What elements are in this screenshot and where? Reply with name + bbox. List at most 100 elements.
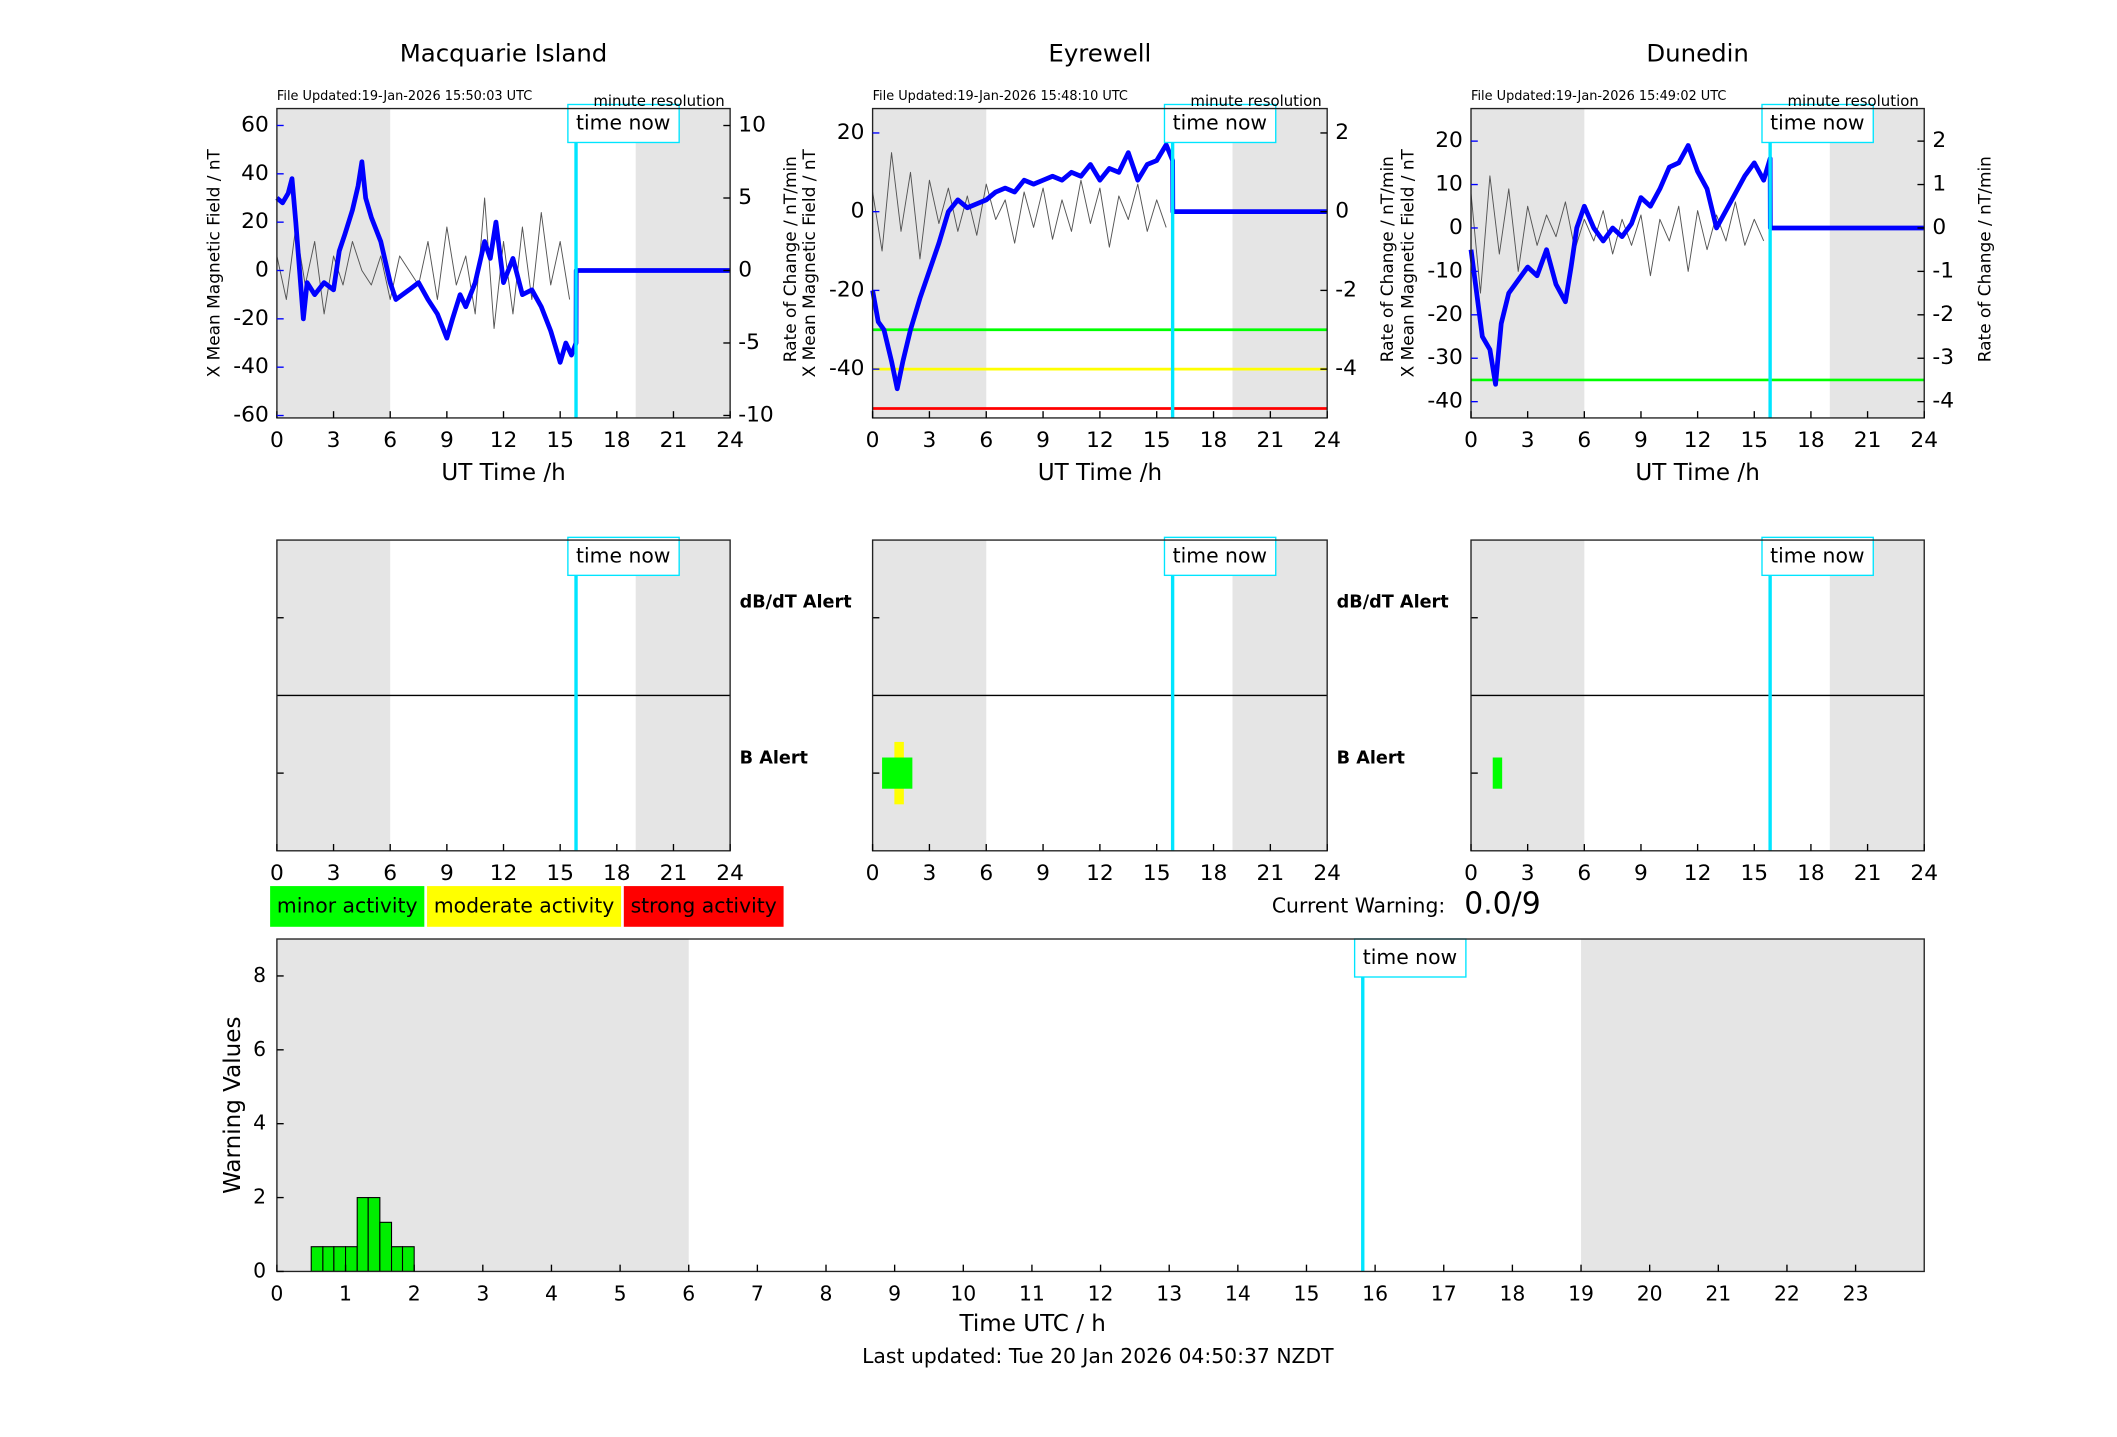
x-tick-label: 20 <box>1637 1282 1663 1306</box>
x-tick-label: 7 <box>751 1282 764 1306</box>
x-tick-label: 18 <box>603 861 631 886</box>
x-tick-label: 12 <box>490 861 518 886</box>
file-updated: File Updated:19-Jan-2026 15:48:10 UTC <box>873 89 1128 104</box>
row-label: dB/dT Alert <box>1337 592 1450 612</box>
x-tick-label: 24 <box>1910 428 1938 453</box>
x-tick-label: 15 <box>1143 428 1171 453</box>
time-now-box <box>1163 536 1277 577</box>
y2-axis-label: Rate of Change / nT/min <box>1377 156 1397 362</box>
y-tick-label: 20 <box>837 120 865 145</box>
y-axis-label: X Mean Magnetic Field / nT <box>1398 148 1418 377</box>
x-tick-label: 3 <box>476 1282 489 1306</box>
time-now-label: time now <box>1770 543 1864 567</box>
x-tick-label: 0 <box>270 861 284 886</box>
x-tick-label: 10 <box>950 1282 976 1306</box>
current-warning-value: 0.0/9 <box>1464 887 1541 922</box>
night-shading <box>1829 108 1925 418</box>
y-tick-label: 60 <box>241 112 269 137</box>
y2-tick-label: -4 <box>1932 389 1954 414</box>
legend-item: moderate activity <box>427 886 622 927</box>
x-axis-label: UT Time /h <box>1038 460 1162 486</box>
rate-line <box>872 152 1167 260</box>
resolution-note: minute resolution <box>1190 92 1321 110</box>
x-tick-label: 0 <box>866 428 880 453</box>
chart-title: Eyrewell <box>1048 38 1151 67</box>
x-tick-label: 12 <box>1684 861 1712 886</box>
y-tick-label: -20 <box>829 277 864 302</box>
y-axis-label: X Mean Magnetic Field / nT <box>799 148 819 377</box>
y2-tick-label: 10 <box>738 113 766 138</box>
night-shading <box>1232 108 1328 418</box>
time-now-box <box>567 536 680 577</box>
y-tick-label: -30 <box>1427 345 1462 370</box>
time-now-box <box>1761 536 1874 577</box>
x-tick-label: 24 <box>716 428 744 453</box>
x-tick-label: 0 <box>270 428 284 453</box>
y2-tick-label: 5 <box>738 185 752 210</box>
y-tick-label: -20 <box>233 306 268 331</box>
x-axis-label: UT Time /h <box>441 460 565 486</box>
y2-tick-label: 0 <box>1932 215 1946 240</box>
file-updated: File Updated:19-Jan-2026 15:49:02 UTC <box>1471 89 1726 104</box>
night-shading <box>872 108 987 418</box>
warning-bar <box>310 1246 324 1272</box>
time-now-label: time now <box>1363 945 1457 969</box>
x-tick-label: 9 <box>1634 428 1648 453</box>
x-tick-label: 3 <box>1521 861 1535 886</box>
x-tick-label: 18 <box>1499 1282 1525 1306</box>
x-axis-label: Time UTC / h <box>958 1311 1105 1337</box>
y2-tick-label: 1 <box>1932 172 1946 197</box>
x-tick-label: 6 <box>979 428 993 453</box>
x-tick-label: 9 <box>440 861 454 886</box>
x-tick-label: 21 <box>660 861 688 886</box>
x-tick-label: 3 <box>923 428 937 453</box>
y2-tick-label: 0 <box>1335 199 1349 224</box>
rate-line <box>276 197 571 329</box>
warning-bar <box>367 1197 381 1272</box>
x-tick-label: 6 <box>383 428 397 453</box>
x-tick-label: 15 <box>1143 861 1171 886</box>
x-tick-label: 21 <box>1854 428 1882 453</box>
x-tick-label: 18 <box>1200 428 1228 453</box>
x-tick-label: 21 <box>660 428 688 453</box>
y-tick-label: 6 <box>253 1037 266 1061</box>
x-tick-label: 24 <box>1910 861 1938 886</box>
y-tick-label: 10 <box>1435 172 1463 197</box>
x-tick-label: 21 <box>1705 1282 1731 1306</box>
warning-bar <box>333 1246 347 1272</box>
x-tick-label: 0 <box>866 861 880 886</box>
x-axis-label: UT Time /h <box>1635 460 1759 486</box>
y-tick-label: 20 <box>1435 128 1463 153</box>
x-tick-label: 9 <box>1036 861 1050 886</box>
b-alert <box>882 757 913 789</box>
x-tick-label: 6 <box>979 861 993 886</box>
x-tick-label: 1 <box>339 1282 352 1306</box>
x-tick-label: 0 <box>270 1282 283 1306</box>
x-tick-label: 14 <box>1225 1282 1251 1306</box>
b-alert <box>1492 757 1503 789</box>
legend-item: strong activity <box>623 886 784 927</box>
x-tick-label: 4 <box>545 1282 558 1306</box>
y2-tick-label: -10 <box>738 402 773 427</box>
y-tick-label: 0 <box>1449 215 1463 240</box>
y-tick-label: -10 <box>1427 258 1462 283</box>
x-tick-label: 21 <box>1257 861 1285 886</box>
y2-tick-label: -5 <box>738 330 760 355</box>
x-tick-label: 24 <box>1313 861 1341 886</box>
x-tick-label: 15 <box>546 428 574 453</box>
x-tick-label: 9 <box>1634 861 1648 886</box>
x-tick-label: 15 <box>1740 428 1768 453</box>
night-shading <box>635 108 731 418</box>
row-label: B Alert <box>740 749 809 769</box>
x-tick-label: 12 <box>1086 428 1114 453</box>
y-tick-label: 20 <box>241 209 269 234</box>
night-shading <box>1471 108 1585 418</box>
x-tick-label: 12 <box>1086 861 1114 886</box>
time-now-box <box>1163 103 1277 144</box>
chart-title: Macquarie Island <box>400 38 608 67</box>
x-tick-label: 15 <box>546 861 574 886</box>
x-tick-label: 6 <box>1577 428 1591 453</box>
warning-bar <box>322 1246 335 1272</box>
x-tick-label: 0 <box>1464 428 1478 453</box>
footer: Last updated: Tue 20 Jan 2026 04:50:37 N… <box>862 1344 1334 1368</box>
